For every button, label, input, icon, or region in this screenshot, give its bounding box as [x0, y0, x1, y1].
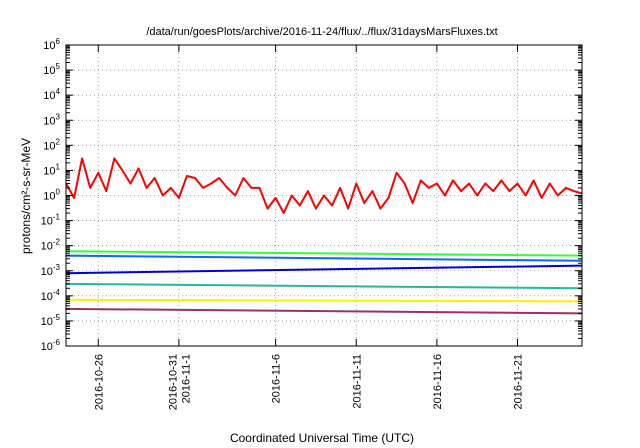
series-group	[65, 157, 583, 315]
y-tick-label: 10-2	[41, 238, 61, 253]
series-line-1	[65, 157, 583, 214]
y-tick-label: 10-5	[41, 313, 61, 328]
x-tick-label: 2016-11-16	[432, 354, 444, 409]
x-tick-label: 2016-10-31	[167, 354, 179, 410]
y-tick-label: 102	[43, 137, 60, 152]
y-tick-label: 104	[43, 87, 60, 102]
series-line-6	[65, 298, 583, 303]
y-tick-label: 101	[43, 162, 60, 177]
y-axis-title: protons/cm²-s-sr-MeV	[19, 138, 33, 254]
x-tick-label: 2016-11-6	[271, 354, 283, 403]
x-tick-label: 2016-11-11	[351, 354, 363, 409]
y-tick-label: 10-3	[41, 263, 61, 278]
y-tick-label: 106	[43, 37, 60, 52]
x-tick-label: 2016-11-1	[180, 354, 192, 403]
series-line-4	[65, 264, 583, 275]
series-line-5	[65, 282, 583, 290]
y-ticks: 10-6 10-5 10-4 10-3 10-2 10-1 100 101 102 103 104 1…	[41, 37, 582, 353]
y-tick-label: 105	[43, 62, 60, 77]
y-tick-label: 103	[43, 112, 60, 127]
y-tick-label: 10-1	[41, 213, 61, 228]
series-line-7	[65, 307, 583, 315]
series-line-3	[65, 254, 583, 262]
series-line-2	[65, 250, 583, 257]
y-tick-label: 10-6	[41, 338, 61, 353]
chart-title: /data/run/goesPlots/archive/2016-11-24/f…	[146, 26, 497, 38]
x-ticks: 2016-10-26 2016-10-31 2016-11-1 2016-11-6 20…	[93, 45, 525, 410]
x-tick-label: 2016-10-26	[93, 354, 105, 410]
y-tick-label: 100	[43, 188, 60, 203]
y-tick-label: 10-4	[41, 288, 61, 303]
x-axis-title: Coordinated Universal Time (UTC)	[230, 431, 414, 445]
x-tick-label: 2016-11-21	[513, 354, 525, 409]
